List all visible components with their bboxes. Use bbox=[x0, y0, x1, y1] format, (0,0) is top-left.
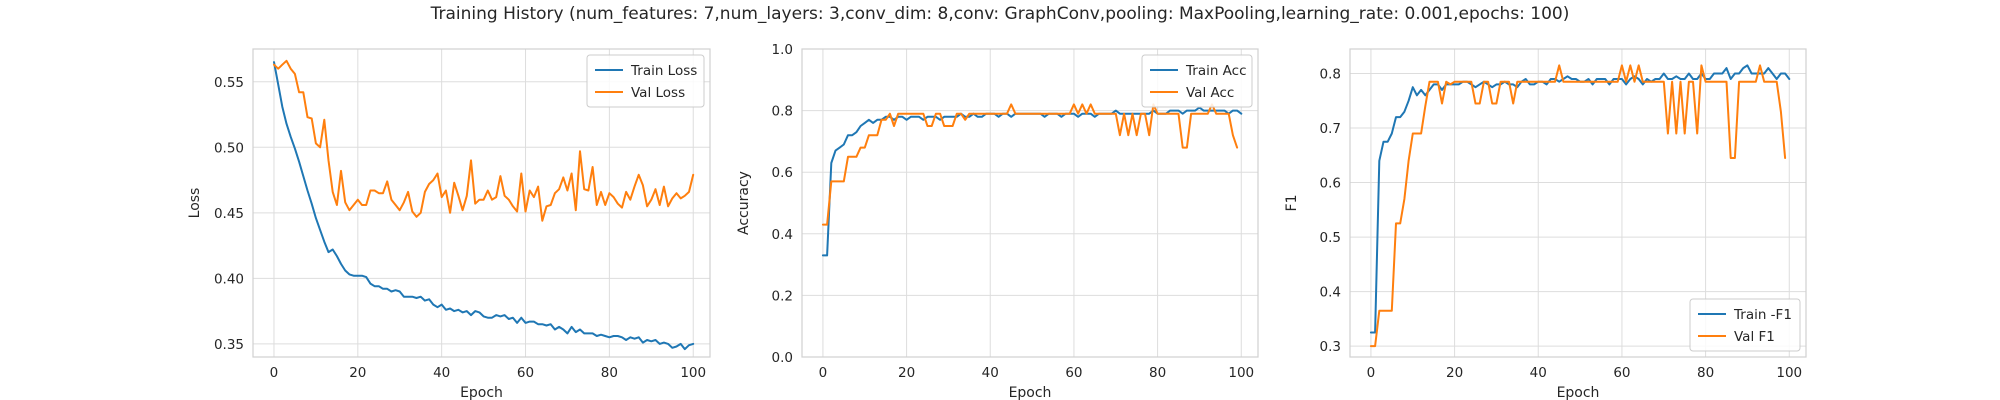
x-axis-label: Epoch bbox=[1557, 385, 1600, 400]
chart-3-f1: 0 20 40 60 80 100 0.3 0.4 0.5 0.6 0.7 0.8 Epoch F1 Tra… bbox=[1284, 48, 1807, 400]
y-tick-label: 0.45 bbox=[214, 206, 244, 222]
x-tick-label: 60 bbox=[517, 365, 534, 381]
x-tick-label: 60 bbox=[1065, 365, 1082, 381]
x-tick-label: 20 bbox=[1446, 365, 1463, 381]
x-tick-label: 40 bbox=[982, 365, 999, 381]
x-tick-label: 80 bbox=[1697, 365, 1714, 381]
x-tick-label: 20 bbox=[349, 365, 366, 381]
y-tick-label: 0.0 bbox=[772, 350, 793, 366]
legend-box bbox=[1689, 298, 1801, 352]
x-tick-label: 0 bbox=[819, 365, 828, 381]
y-tick-label: 1.0 bbox=[772, 42, 793, 58]
y-tick-label: 0.50 bbox=[214, 140, 244, 156]
x-tick-label: 80 bbox=[1149, 365, 1166, 381]
x-tick-label: 40 bbox=[433, 365, 450, 381]
figure-title: Training History (num_features: 7,num_la… bbox=[430, 4, 1570, 24]
x-tick-label: 0 bbox=[1367, 365, 1376, 381]
legend: Train Acc Val Acc bbox=[1141, 54, 1253, 108]
series-line-val-loss bbox=[273, 59, 695, 222]
legend: Train -F1 Val F1 bbox=[1689, 298, 1801, 352]
series-line-val-acc bbox=[821, 103, 1239, 226]
legend: Train Loss Val Loss bbox=[586, 54, 705, 108]
chart-1-loss: 0 20 40 60 80 100 0.35 0.40 0.45 0.50 0.55 Epoch Los… bbox=[187, 48, 711, 400]
x-tick-label: 100 bbox=[680, 365, 706, 381]
y-axis-label: Accuracy bbox=[736, 171, 752, 235]
y-axis-label: F1 bbox=[1284, 195, 1300, 212]
y-tick-label: 0.4 bbox=[1320, 285, 1341, 301]
y-tick-label: 0.35 bbox=[214, 337, 244, 353]
y-tick-label: 0.3 bbox=[1320, 339, 1341, 355]
x-tick-label: 80 bbox=[601, 365, 618, 381]
x-axis-label: Epoch bbox=[460, 385, 503, 400]
axes-frame bbox=[252, 48, 711, 358]
y-tick-label: 0.40 bbox=[214, 271, 244, 287]
y-tick-label: 0.55 bbox=[214, 75, 244, 91]
x-tick-label: 20 bbox=[898, 365, 915, 381]
x-tick-label: 100 bbox=[1228, 365, 1254, 381]
legend-label: Train -F1 bbox=[1733, 307, 1792, 323]
legend-label: Train Acc bbox=[1185, 63, 1247, 79]
legend-label: Val Acc bbox=[1186, 85, 1234, 101]
y-tick-label: 0.2 bbox=[772, 288, 793, 304]
y-tick-label: 0.4 bbox=[772, 227, 793, 243]
legend-box bbox=[586, 54, 705, 108]
legend-box bbox=[1141, 54, 1253, 108]
y-tick-label: 0.5 bbox=[1320, 230, 1341, 246]
axes-frame bbox=[1349, 48, 1807, 358]
series-line-val-f1 bbox=[1369, 64, 1787, 348]
y-tick-label: 0.8 bbox=[1320, 67, 1341, 83]
x-tick-label: 40 bbox=[1530, 365, 1547, 381]
legend-label: Val F1 bbox=[1734, 329, 1775, 345]
x-tick-label: 60 bbox=[1613, 365, 1630, 381]
x-tick-label: 0 bbox=[270, 365, 279, 381]
chart-2-accuracy: 0 20 40 60 80 100 0.0 0.2 0.4 0.6 0.8 1.0 Epoch Accur… bbox=[736, 42, 1259, 400]
y-tick-label: 0.6 bbox=[772, 165, 793, 181]
x-tick-label: 100 bbox=[1776, 365, 1802, 381]
series-line-train-loss bbox=[273, 61, 695, 351]
legend-label: Train Loss bbox=[630, 63, 697, 79]
axes-frame bbox=[801, 48, 1259, 358]
x-axis-label: Epoch bbox=[1009, 385, 1052, 400]
y-tick-label: 0.6 bbox=[1320, 176, 1341, 192]
y-tick-label: 0.8 bbox=[772, 104, 793, 120]
y-axis-label: Loss bbox=[187, 188, 203, 219]
legend-label: Val Loss bbox=[631, 85, 685, 101]
y-tick-label: 0.7 bbox=[1320, 121, 1341, 137]
